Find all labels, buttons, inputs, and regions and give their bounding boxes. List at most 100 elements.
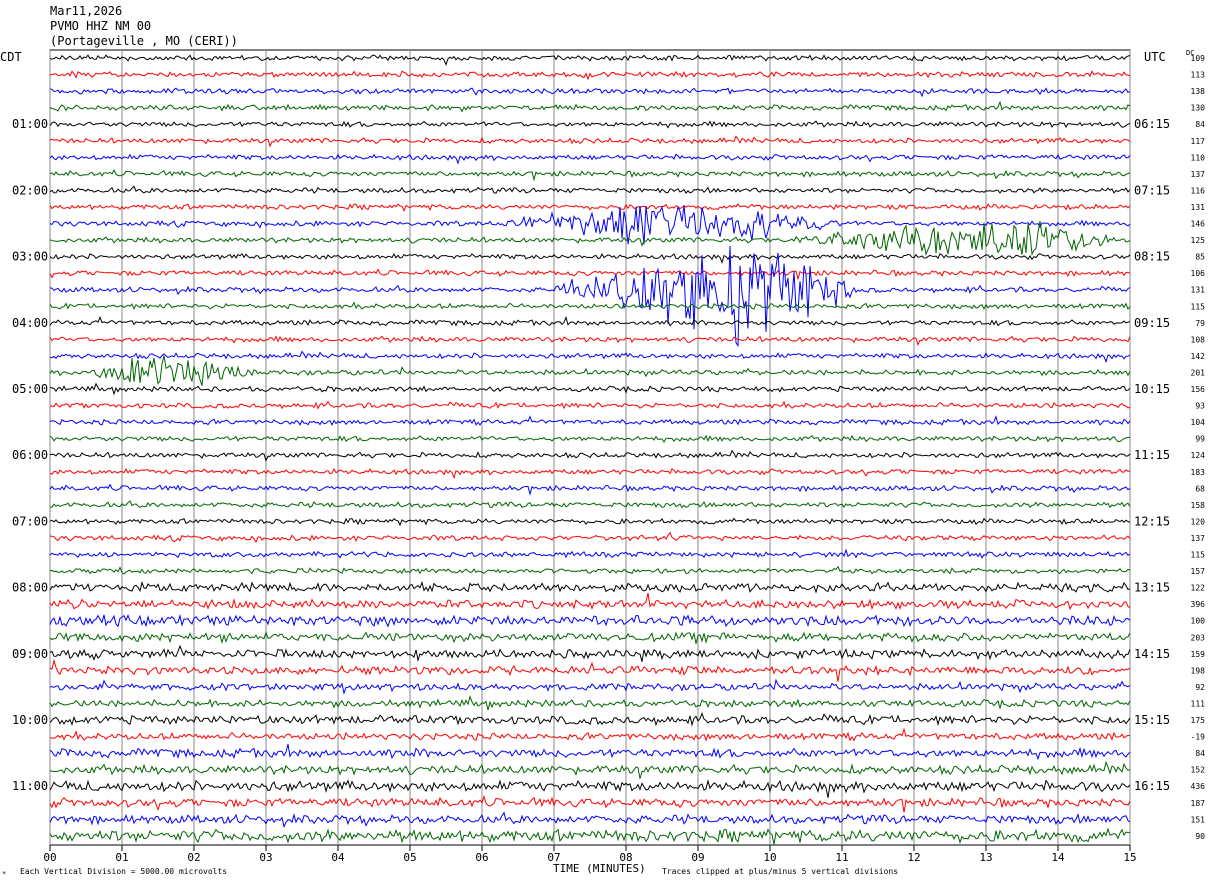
dc-offset-label: 201 [1191, 368, 1206, 377]
seismic-trace [49, 301, 1131, 311]
local-time-label: 09:00 [12, 647, 48, 661]
dc-offset-label: 137 [1191, 170, 1206, 179]
local-time-label: 05:00 [12, 382, 48, 396]
dc-offset-label: 104 [1191, 418, 1206, 427]
seismic-trace [49, 120, 1131, 129]
dc-offset-label: 117 [1191, 137, 1206, 146]
scale-note: Each Vertical Division = 5000.00 microvo… [20, 867, 228, 876]
local-time-label: 08:00 [12, 581, 48, 595]
seismic-trace [49, 100, 1131, 113]
local-time-label: 02:00 [12, 183, 48, 197]
seismic-trace [49, 382, 1131, 396]
x-tick-label: 05 [403, 851, 416, 864]
dc-offset-label: 108 [1191, 335, 1206, 344]
dc-offset-label: -19 [1191, 733, 1206, 742]
seismic-trace [49, 252, 1131, 264]
local-timezone-label: CDT [0, 50, 22, 64]
dc-offset-label: 79 [1195, 319, 1205, 328]
local-time-label: 10:00 [12, 713, 48, 727]
seismic-trace [49, 135, 1131, 148]
seismic-trace [49, 711, 1131, 727]
dc-offset-label: 106 [1191, 269, 1206, 278]
utc-time-label: 16:15 [1134, 779, 1170, 793]
header-date: Mar11,2026 [50, 4, 123, 18]
seismic-trace [49, 760, 1131, 779]
seismic-trace [49, 483, 1131, 496]
dc-offset-label: 138 [1191, 87, 1206, 96]
seismic-trace [49, 565, 1131, 575]
local-time-label: 06:00 [12, 448, 48, 462]
seismic-trace [49, 54, 1131, 66]
dc-offset-label: 122 [1191, 584, 1206, 593]
utc-time-label: 10:15 [1134, 382, 1170, 396]
dc-offset-label: 203 [1191, 633, 1206, 642]
dc-offset-header: DC [1186, 49, 1195, 57]
x-tick-label: 07 [547, 851, 560, 864]
dc-offset-label: 137 [1191, 534, 1206, 543]
seismic-trace [49, 434, 1131, 443]
seismic-trace [49, 548, 1131, 559]
dc-offset-label: 113 [1191, 71, 1206, 80]
x-tick-label: 08 [619, 851, 632, 864]
seismic-trace [49, 743, 1131, 761]
dc-offset-label: 158 [1191, 501, 1206, 510]
x-tick-label: 14 [1051, 851, 1065, 864]
seismic-trace [49, 613, 1131, 628]
x-tick-label: 02 [187, 851, 200, 864]
dc-offset-label: 396 [1191, 600, 1206, 609]
utc-time-label: 06:15 [1134, 117, 1170, 131]
utc-timezone-label: UTC [1144, 50, 1166, 64]
dc-offset-label: 159 [1191, 650, 1206, 659]
header-station: PVMO HHZ NM 00 [50, 19, 152, 33]
dc-offset-label: 110 [1191, 153, 1206, 162]
dc-offset-label: 109 [1191, 54, 1206, 63]
seismic-trace [49, 592, 1131, 611]
dc-offset-label: 142 [1191, 352, 1206, 361]
dc-offset-label: 175 [1191, 716, 1206, 725]
seismic-trace [49, 517, 1131, 527]
x-tick-label: 10 [763, 851, 776, 864]
dc-offset-label: 111 [1191, 699, 1206, 708]
utc-time-label: 13:15 [1134, 581, 1170, 595]
x-tick-label: 09 [691, 851, 704, 864]
seismic-trace [49, 350, 1131, 364]
dc-offset-label: 152 [1191, 766, 1206, 775]
seismic-trace [49, 169, 1131, 182]
seismic-trace [49, 355, 1131, 386]
x-tick-label: 12 [907, 851, 920, 864]
x-tick-label: 01 [115, 851, 128, 864]
dc-offset-label: 84 [1195, 120, 1205, 129]
dc-offset-label: 90 [1195, 832, 1205, 841]
seismic-trace [49, 87, 1131, 98]
dc-offset-label: 116 [1191, 186, 1206, 195]
dc-offset-label: 156 [1191, 385, 1206, 394]
x-axis-label: TIME (MINUTES) [553, 862, 646, 875]
dc-offset-label: 157 [1191, 567, 1206, 576]
utc-time-label: 09:15 [1134, 316, 1170, 330]
utc-time-label: 11:15 [1134, 448, 1170, 462]
seismic-trace [49, 727, 1131, 742]
local-time-label: 03:00 [12, 250, 48, 264]
seismic-trace [49, 779, 1131, 798]
seismic-trace [49, 315, 1131, 327]
dc-offset-label: 130 [1191, 104, 1206, 113]
seismic-trace [49, 694, 1131, 711]
dc-offset-label: 99 [1195, 435, 1205, 444]
dc-offset-label: 131 [1191, 203, 1206, 212]
x-tick-label: 03 [259, 851, 272, 864]
utc-time-label: 14:15 [1134, 647, 1170, 661]
seismic-trace [49, 335, 1131, 347]
dc-offset-label: 125 [1191, 236, 1206, 245]
dc-offset-label: 92 [1195, 683, 1205, 692]
seismic-trace [49, 205, 1131, 245]
seismic-trace [49, 245, 1131, 348]
dc-offset-label: 124 [1191, 451, 1206, 460]
seismic-trace [49, 811, 1131, 829]
dc-offset-label: 131 [1191, 286, 1206, 295]
dc-offset-label: 120 [1191, 517, 1206, 526]
dc-offset-label: 151 [1191, 815, 1206, 824]
seismic-trace [49, 415, 1131, 426]
x-tick-label: 13 [979, 851, 992, 864]
x-tick-label: 06 [475, 851, 488, 864]
